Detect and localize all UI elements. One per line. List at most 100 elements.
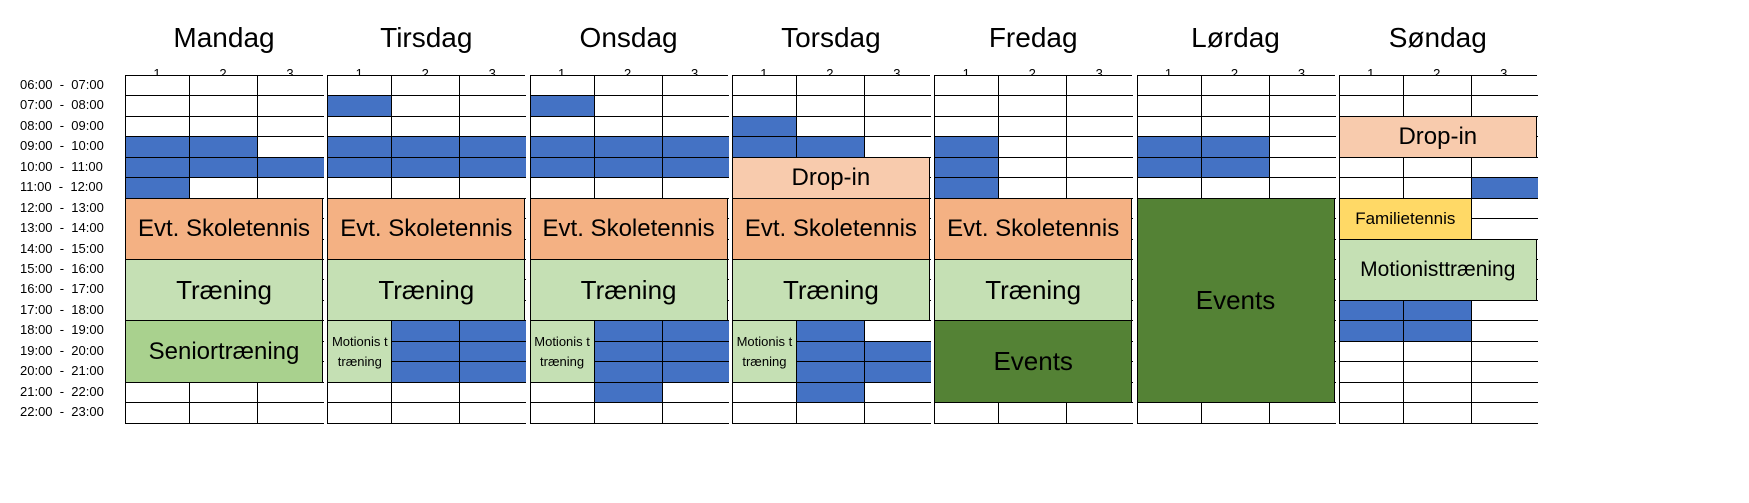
free-slot[interactable]: [1201, 403, 1270, 424]
free-slot[interactable]: [935, 76, 1000, 97]
free-slot[interactable]: [1269, 96, 1336, 117]
booked-slot[interactable]: [594, 341, 663, 363]
free-slot[interactable]: [1269, 403, 1336, 424]
free-slot[interactable]: [1403, 382, 1472, 404]
activity-block[interactable]: Evt. Skoletennis: [125, 197, 323, 261]
free-slot[interactable]: [1471, 362, 1538, 383]
free-slot[interactable]: [1339, 76, 1404, 97]
free-slot[interactable]: [258, 403, 324, 424]
booked-slot[interactable]: [460, 341, 527, 363]
booked-slot[interactable]: [935, 178, 1000, 199]
free-slot[interactable]: [1471, 403, 1538, 424]
booked-slot[interactable]: [328, 96, 393, 117]
booked-slot[interactable]: [392, 362, 461, 383]
free-slot[interactable]: [732, 382, 797, 404]
booked-slot[interactable]: [328, 157, 393, 179]
free-slot[interactable]: [864, 76, 931, 97]
activity-block[interactable]: Seniortræning: [125, 320, 323, 383]
free-slot[interactable]: [864, 137, 931, 158]
activity-block[interactable]: Træning: [934, 259, 1133, 322]
booked-slot[interactable]: [864, 341, 931, 363]
booked-slot[interactable]: [796, 382, 865, 404]
free-slot[interactable]: [392, 382, 461, 404]
free-slot[interactable]: [126, 96, 190, 117]
free-slot[interactable]: [796, 403, 865, 424]
free-slot[interactable]: [392, 403, 461, 424]
free-slot[interactable]: [190, 116, 258, 138]
free-slot[interactable]: [190, 178, 258, 199]
free-slot[interactable]: [190, 76, 258, 97]
booked-slot[interactable]: [1403, 300, 1472, 322]
free-slot[interactable]: [864, 403, 931, 424]
free-slot[interactable]: [392, 76, 461, 97]
free-slot[interactable]: [258, 96, 324, 117]
free-slot[interactable]: [935, 116, 1000, 138]
free-slot[interactable]: [328, 116, 393, 138]
booked-slot[interactable]: [328, 137, 393, 158]
free-slot[interactable]: [1403, 76, 1472, 97]
booked-slot[interactable]: [190, 157, 258, 179]
free-slot[interactable]: [1067, 157, 1134, 179]
booked-slot[interactable]: [530, 137, 595, 158]
free-slot[interactable]: [935, 96, 1000, 117]
free-slot[interactable]: [935, 403, 1000, 424]
free-slot[interactable]: [392, 178, 461, 199]
free-slot[interactable]: [1403, 341, 1472, 363]
free-slot[interactable]: [1471, 341, 1538, 363]
free-slot[interactable]: [999, 403, 1068, 424]
activity-block[interactable]: Motionisttræning: [1338, 238, 1537, 301]
free-slot[interactable]: [190, 96, 258, 117]
free-slot[interactable]: [594, 403, 663, 424]
free-slot[interactable]: [1201, 96, 1270, 117]
booked-slot[interactable]: [732, 137, 797, 158]
free-slot[interactable]: [258, 137, 324, 158]
free-slot[interactable]: [1067, 96, 1134, 117]
free-slot[interactable]: [190, 403, 258, 424]
booked-slot[interactable]: [460, 321, 527, 342]
free-slot[interactable]: [126, 76, 190, 97]
free-slot[interactable]: [328, 403, 393, 424]
booked-slot[interactable]: [392, 321, 461, 342]
booked-slot[interactable]: [594, 362, 663, 383]
free-slot[interactable]: [1137, 178, 1202, 199]
activity-block[interactable]: Familietennis: [1338, 197, 1472, 240]
free-slot[interactable]: [530, 382, 595, 404]
booked-slot[interactable]: [935, 157, 1000, 179]
activity-block[interactable]: Motionis ttræning: [327, 320, 393, 383]
free-slot[interactable]: [732, 403, 797, 424]
booked-slot[interactable]: [662, 321, 729, 342]
free-slot[interactable]: [1403, 362, 1472, 383]
booked-slot[interactable]: [392, 157, 461, 179]
free-slot[interactable]: [460, 403, 527, 424]
booked-slot[interactable]: [126, 157, 190, 179]
free-slot[interactable]: [1471, 76, 1538, 97]
booked-slot[interactable]: [796, 321, 865, 342]
booked-slot[interactable]: [662, 137, 729, 158]
activity-block[interactable]: Evt. Skoletennis: [731, 197, 930, 261]
booked-slot[interactable]: [126, 137, 190, 158]
free-slot[interactable]: [796, 96, 865, 117]
free-slot[interactable]: [530, 76, 595, 97]
activity-block[interactable]: Træning: [731, 259, 930, 322]
free-slot[interactable]: [594, 178, 663, 199]
booked-slot[interactable]: [460, 137, 527, 158]
booked-slot[interactable]: [732, 116, 797, 138]
free-slot[interactable]: [258, 178, 324, 199]
free-slot[interactable]: [328, 178, 393, 199]
booked-slot[interactable]: [796, 137, 865, 158]
free-slot[interactable]: [1339, 178, 1404, 199]
free-slot[interactable]: [1067, 76, 1134, 97]
free-slot[interactable]: [864, 382, 931, 404]
booked-slot[interactable]: [594, 137, 663, 158]
free-slot[interactable]: [460, 382, 527, 404]
booked-slot[interactable]: [594, 321, 663, 342]
booked-slot[interactable]: [662, 157, 729, 179]
activity-block[interactable]: Drop-in: [1338, 115, 1537, 158]
booked-slot[interactable]: [1137, 157, 1202, 179]
booked-slot[interactable]: [662, 362, 729, 383]
free-slot[interactable]: [1339, 403, 1404, 424]
free-slot[interactable]: [999, 96, 1068, 117]
booked-slot[interactable]: [796, 362, 865, 383]
free-slot[interactable]: [1137, 116, 1202, 138]
booked-slot[interactable]: [1339, 321, 1404, 342]
